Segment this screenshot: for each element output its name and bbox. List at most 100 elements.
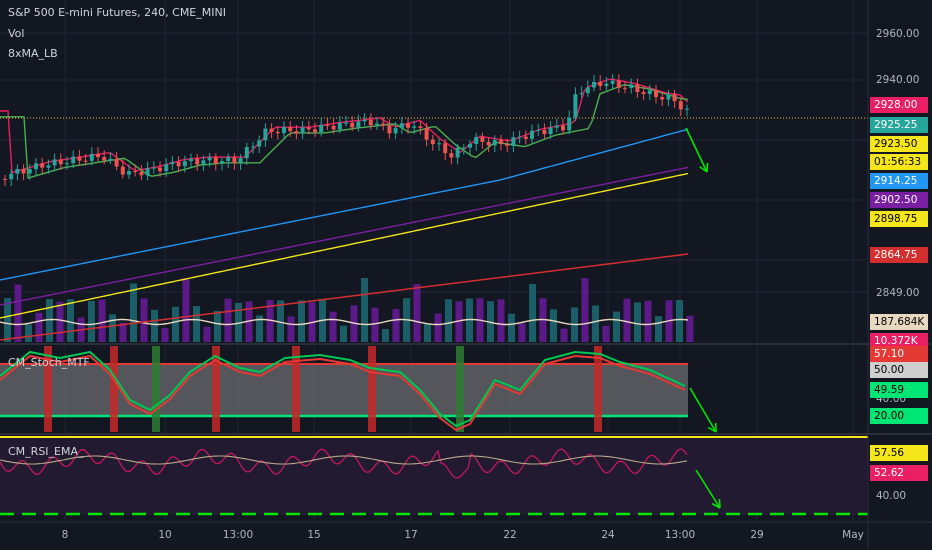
price-tag-9: 10.372K (870, 333, 928, 349)
annotation-arrow-stoch-shaft (689, 387, 717, 433)
candle-body-59 (58, 159, 63, 165)
candle-body-121 (120, 166, 125, 175)
volume-bar-267 (266, 299, 274, 342)
volume-bar-225 (224, 298, 232, 342)
rsi-pane (0, 436, 868, 516)
candle-body-214 (213, 157, 218, 164)
candle-body-257 (257, 140, 262, 147)
candle-body-195 (195, 158, 200, 165)
symbol-title[interactable]: S&P 500 E-mini Futures, 240, CME_MINI (8, 6, 226, 19)
volume-bar-88 (88, 300, 95, 342)
stoch-signal-bar-1 (110, 346, 118, 432)
candle-body-189 (189, 158, 193, 162)
volume-bar-424 (424, 323, 431, 342)
candle-body-406 (406, 123, 410, 128)
volume-bar-109 (109, 314, 116, 342)
volume-bar-193 (193, 306, 200, 342)
moving-averages (0, 78, 689, 341)
x-tick-15: 15 (307, 529, 321, 541)
candle-body-108 (108, 158, 113, 161)
candle-body-96 (96, 153, 100, 158)
candle-body-133 (133, 171, 138, 173)
candle-body-412 (412, 126, 417, 128)
candle-body-15 (15, 168, 20, 174)
candle-body-499 (499, 140, 503, 144)
volume-bar-288 (287, 316, 295, 342)
candle-body-84 (83, 160, 88, 162)
rsi-legend[interactable]: CM_RSI_EMA_ (8, 445, 84, 458)
volume-bar-561 (560, 328, 568, 342)
candle-body-77 (77, 156, 82, 161)
stoch-tag-2: 49.59 (870, 382, 928, 398)
candlesticks (3, 74, 689, 187)
candle-body-648 (647, 90, 652, 95)
candle-body-505 (505, 143, 510, 146)
annotation-arrow-stoch-head (707, 422, 717, 433)
volume-bar-487 (487, 301, 494, 342)
candle-body-580 (579, 93, 584, 95)
candle-body-115 (114, 158, 119, 167)
candle-body-208 (207, 157, 212, 161)
candle-body-654 (654, 90, 658, 97)
candle-body-9 (9, 173, 14, 180)
stochastic-pane (0, 346, 688, 432)
volume-bar-456 (455, 301, 463, 342)
candle-body-270 (269, 128, 274, 132)
price-tag-3: 01:56:33 (870, 154, 928, 170)
annotation-arrow-price-shaft (685, 127, 708, 173)
volume-bar-624 (623, 298, 631, 342)
stoch-signal-bar-3 (212, 346, 220, 432)
candle-body-282 (282, 127, 286, 134)
volume-bar-687 (686, 315, 694, 342)
volume-bar-372 (371, 307, 379, 342)
volume-bar-645 (644, 300, 652, 342)
price-tag-0: 2928.00 (870, 97, 928, 113)
stoch-signal-bar-4 (292, 346, 300, 432)
candle-body-307 (306, 127, 311, 130)
candle-body-561 (561, 125, 565, 131)
candle-body-245 (244, 147, 249, 159)
candle-body-127 (127, 171, 131, 175)
volume-bar-67 (67, 299, 74, 342)
stoch-signal-bar-2 (152, 346, 160, 432)
volume-ma-line (0, 318, 689, 326)
volume-bar-676 (676, 300, 683, 342)
annotation-arrows (685, 127, 721, 509)
x-tick-24: 24 (601, 529, 615, 541)
volume-legend[interactable]: Vol (8, 27, 25, 40)
volume-bar-46 (46, 299, 53, 342)
candle-body-629 (629, 84, 634, 88)
candle-body-443 (443, 143, 448, 154)
candle-body-46 (46, 165, 51, 168)
stoch-signal-bar-0 (44, 346, 52, 432)
candle-body-369 (368, 119, 373, 126)
volume-bar-162 (161, 327, 169, 342)
candle-body-350 (350, 122, 355, 128)
volume-bar-246 (245, 301, 253, 342)
candle-body-431 (430, 139, 435, 144)
candle-body-65 (65, 163, 69, 165)
candle-body-139 (139, 171, 144, 176)
price-tag-5: 2902.50 (870, 192, 928, 208)
candle-body-40 (40, 163, 45, 168)
volume-bar-99 (98, 299, 106, 342)
volume-bar-330 (329, 311, 337, 342)
candle-body-598 (598, 81, 603, 86)
candle-body-635 (635, 84, 640, 92)
candle-body-474 (474, 136, 479, 144)
candle-body-586 (585, 87, 590, 94)
volume-bar-613 (613, 311, 620, 342)
price-tag-1: 2925.25 (870, 117, 928, 133)
candle-body-338 (337, 122, 342, 130)
stoch-legend[interactable]: CM_Stoch_MTF (8, 356, 90, 369)
annotation-arrow-rsi-head (711, 498, 721, 509)
volume-bar-361 (361, 278, 368, 342)
candle-body-425 (424, 127, 429, 140)
ma-legend[interactable]: 8xMA_LB (8, 47, 58, 60)
volume-bar-235 (235, 302, 242, 342)
volume-bar-498 (497, 299, 505, 342)
volume-bar-393 (392, 309, 400, 342)
volume-bar-25 (25, 324, 32, 342)
candle-body-375 (375, 123, 379, 126)
